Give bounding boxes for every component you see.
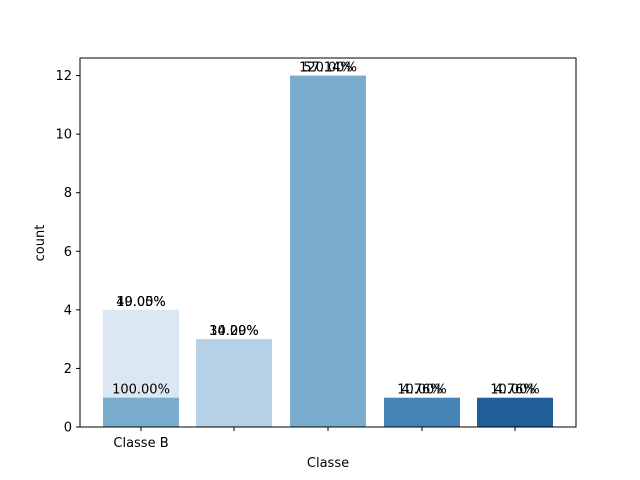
bar-2 <box>196 339 272 427</box>
y-tick-label-2: 4 <box>64 303 72 318</box>
bar-4-data-label-0: 10.00% <box>397 383 447 398</box>
y-tick-label-0: 0 <box>64 421 72 436</box>
bar-4 <box>384 397 460 427</box>
bar-1-data-label-0: 100.00% <box>112 383 170 398</box>
bar-1 <box>103 397 179 427</box>
bar-4-data-label-1: 4.76% <box>401 383 442 398</box>
y-tick-label-3: 6 <box>64 245 72 260</box>
bar-2-data-label-0: 30.00% <box>209 324 259 339</box>
y-tick-label-1: 2 <box>64 362 72 377</box>
bars-layer <box>103 75 553 428</box>
y-axis: 0 2 4 6 8 10 12 <box>55 69 80 436</box>
y-tick-label-6: 12 <box>55 69 72 84</box>
bar-5 <box>477 397 553 427</box>
bar-3-data-label-1: 57.14% <box>303 61 353 76</box>
bar-0-data-label-1: 19.05% <box>116 295 166 310</box>
bar-0-data-label-0: 40.00% <box>116 295 166 310</box>
x-axis-label: Classe <box>307 456 349 471</box>
x-axis: Classe B <box>113 427 516 451</box>
data-labels-layer: 40.00%19.05% 100.00% 30.00%14.29% 120.00%57… <box>112 61 540 398</box>
y-tick-label-4: 8 <box>64 186 72 201</box>
y-axis-label: count <box>33 225 48 262</box>
bar-3 <box>290 75 366 428</box>
bar-5-data-label-1: 4.76% <box>494 383 535 398</box>
bar-3-data-label-0: 120.00% <box>299 61 357 76</box>
x-tick-label-0: Classe B <box>113 436 168 451</box>
bar-2-data-label-1: 14.29% <box>209 324 259 339</box>
y-tick-label-5: 10 <box>55 128 72 143</box>
bar-5-data-label-0: 10.00% <box>490 383 540 398</box>
